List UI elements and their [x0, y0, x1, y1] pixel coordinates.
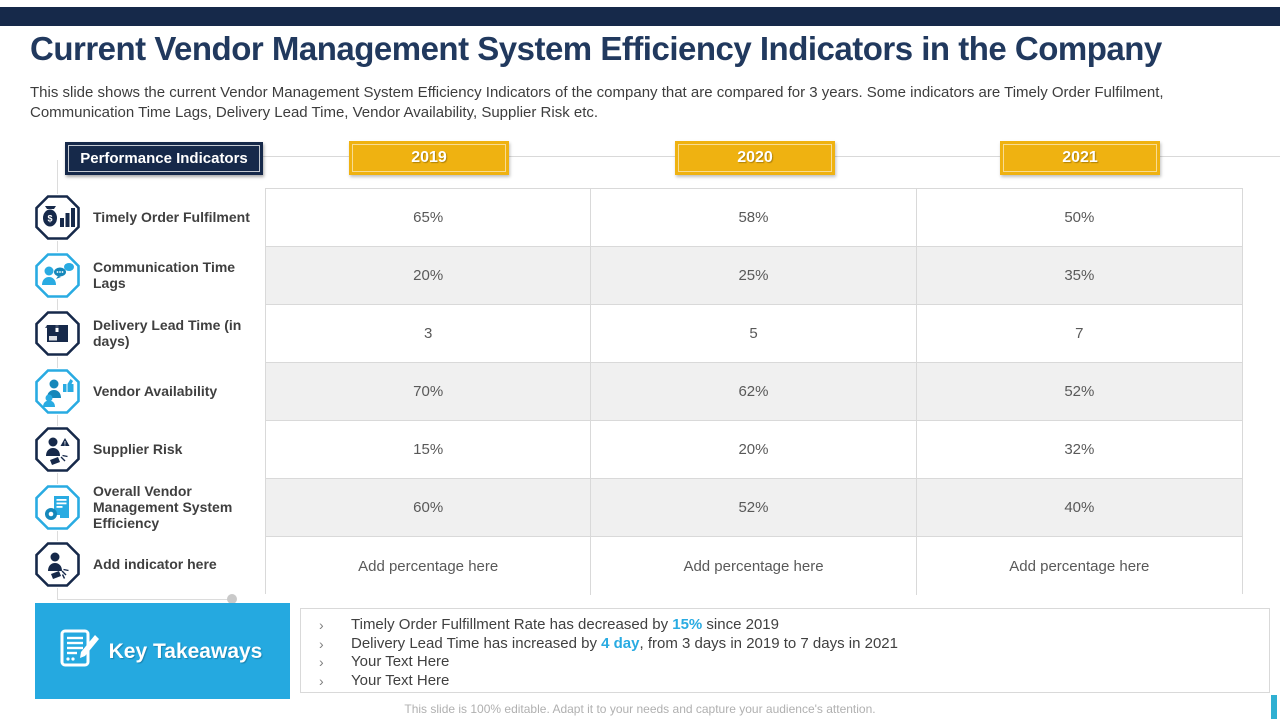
page-title: Current Vendor Management System Efficie… — [30, 30, 1162, 67]
takeaways-list: › Timely Order Fulfillment Rate has decr… — [300, 608, 1270, 693]
highlight-value: 15% — [672, 616, 703, 633]
year-label: 2020 — [737, 149, 773, 166]
key-takeaways-panel: Key Takeaways — [35, 603, 290, 699]
indicator-label: Vendor Availability — [93, 383, 218, 399]
table-cell-placeholder[interactable]: Add percentage here — [916, 537, 1242, 595]
indicator-row-delivery-lead-time: Delivery Lead Time (in days) — [34, 304, 264, 362]
indicator-label: Timely Order Fulfilment — [93, 209, 250, 225]
takeaway-item: › Timely Order Fulfillment Rate has decr… — [319, 616, 1251, 635]
year-header-2021: 2021 — [1000, 141, 1160, 175]
table-cell: 60% — [266, 479, 592, 537]
table-cell: 32% — [916, 421, 1242, 479]
table-cell: 65% — [266, 189, 592, 247]
indicator-row-supplier-risk: ! Supplier Risk — [34, 420, 264, 478]
table-cell: 50% — [916, 189, 1242, 247]
person-thumbs-up-icon — [34, 367, 81, 415]
table-cell: 7 — [916, 305, 1242, 363]
table-cell: 3 — [266, 305, 592, 363]
indicator-row-timely-order-fulfilment: $ Timely Order Fulfilment — [34, 188, 264, 246]
year-header-2020: 2020 — [675, 141, 835, 175]
table-cell: 52% — [591, 479, 917, 537]
indicator-label: Supplier Risk — [93, 441, 183, 457]
indicator-data-table: 65% 58% 50% 20% 25% 35% 3 5 7 70% 62% 52… — [265, 188, 1243, 595]
chevron-bullet-icon: › — [319, 672, 324, 689]
table-cell: 25% — [591, 247, 917, 305]
performance-indicators-label: Performance Indicators — [80, 150, 248, 167]
table-cell: 52% — [916, 363, 1242, 421]
money-bag-chart-icon: $ — [34, 193, 81, 241]
indicator-row-overall-efficiency: Overall Vendor Management System Efficie… — [34, 478, 264, 536]
key-takeaways-title: Key Takeaways — [108, 639, 263, 663]
chevron-bullet-icon: › — [319, 617, 324, 633]
table-cell: 70% — [266, 363, 592, 421]
document-gear-icon — [34, 483, 81, 531]
editable-note: This slide is 100% editable. Adapt it to… — [404, 702, 876, 716]
table-cell: 62% — [591, 363, 917, 421]
indicator-label: Overall Vendor Management System Efficie… — [93, 483, 233, 531]
svg-text:$: $ — [47, 213, 52, 223]
corner-accent-bar — [1271, 695, 1277, 719]
year-label: 2019 — [411, 149, 447, 166]
table-cell: 35% — [916, 247, 1242, 305]
performance-indicators-header: Performance Indicators — [65, 142, 263, 175]
table-cell: 20% — [266, 247, 592, 305]
takeaway-text-placeholder[interactable]: Your Text Here — [351, 671, 450, 689]
table-cell: 15% — [266, 421, 592, 479]
person-megaphone-icon — [34, 540, 81, 588]
takeaway-text-placeholder[interactable]: Your Text Here — [351, 653, 450, 670]
person-chat-icon — [34, 251, 81, 299]
takeaway-text: Timely Order Fulfillment Rate has decrea… — [351, 616, 779, 633]
table-cell: 40% — [916, 479, 1242, 537]
chevron-bullet-icon: › — [319, 654, 324, 670]
header-divider — [65, 156, 1280, 157]
indicator-row-communication-time-lags: Communication Time Lags — [34, 246, 264, 304]
package-icon — [34, 309, 81, 357]
year-header-2019: 2019 — [349, 141, 509, 175]
chevron-bullet-icon: › — [319, 635, 324, 652]
table-cell-placeholder[interactable]: Add percentage here — [591, 537, 917, 595]
table-cell: 5 — [591, 305, 917, 363]
indicator-label: Add indicator here — [93, 556, 217, 572]
top-accent-bar — [0, 7, 1280, 26]
indicator-row-vendor-availability: Vendor Availability — [34, 362, 264, 420]
highlight-value: 4 day — [601, 634, 640, 652]
person-warning-icon: ! — [34, 425, 81, 473]
indicator-label: Communication Time Lags — [93, 259, 236, 291]
slide-description: This slide shows the current Vendor Mana… — [30, 84, 1164, 121]
takeaway-item: › Your Text Here — [319, 672, 1251, 691]
indicator-timeline-foot — [57, 599, 229, 600]
takeaway-item: › Delivery Lead Time has increased by 4 … — [319, 635, 1251, 654]
takeaway-text: Delivery Lead Time has increased by 4 da… — [351, 634, 898, 652]
timeline-end-dot — [227, 594, 237, 604]
indicator-row-add-indicator: Add indicator here — [34, 535, 264, 593]
takeaway-item: › Your Text Here — [319, 653, 1251, 672]
table-cell: 20% — [591, 421, 917, 479]
table-cell: 58% — [591, 189, 917, 247]
svg-text:!: ! — [64, 440, 66, 447]
notes-pencil-icon — [57, 627, 101, 675]
year-label: 2021 — [1062, 149, 1098, 166]
indicator-label: Delivery Lead Time (in days) — [93, 317, 242, 349]
table-cell-placeholder[interactable]: Add percentage here — [266, 537, 592, 595]
